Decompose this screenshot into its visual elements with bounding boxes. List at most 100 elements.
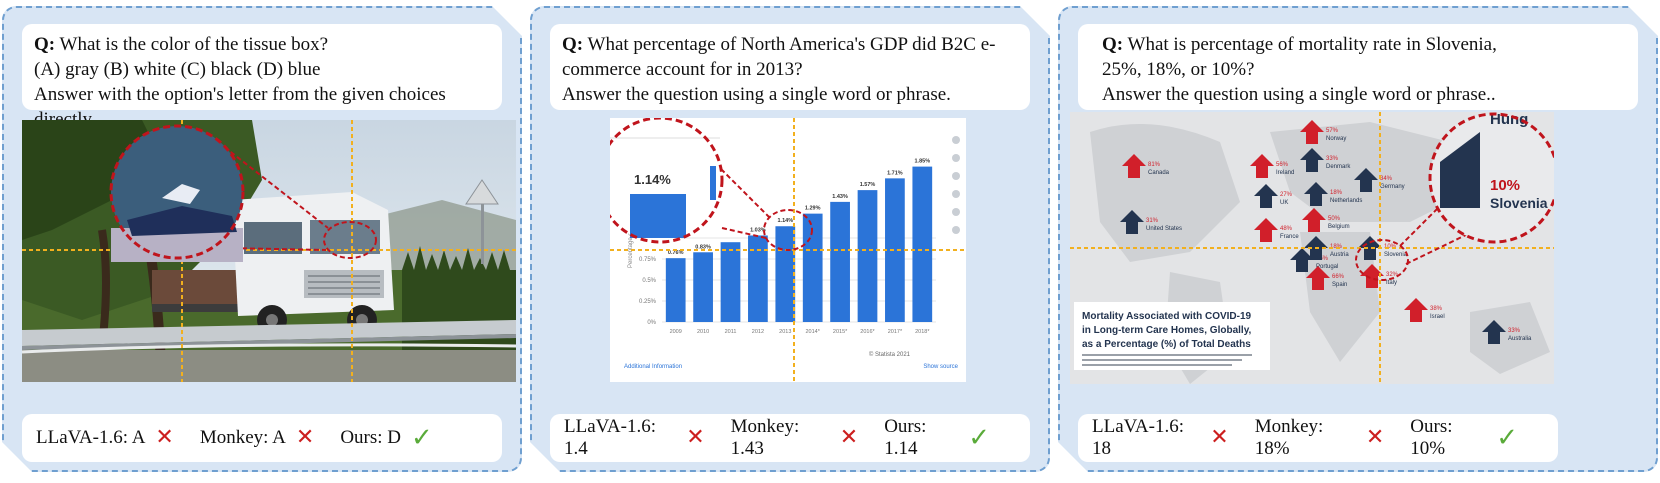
chart-xtick-label: 2015*: [833, 329, 848, 335]
chart-xtick-label: 2012: [752, 329, 764, 335]
answer-monkey: Monkey: 18% ✕: [1254, 416, 1385, 459]
chart-footer-show: Show source: [923, 364, 958, 370]
map-pct-label: 50%: [1328, 216, 1341, 222]
chart-footer-left: Additional Information: [624, 364, 682, 370]
chart-xtick-label: 2018*: [915, 329, 930, 335]
cross-icon: ✕: [839, 425, 859, 450]
map-country-label: France: [1280, 234, 1299, 240]
map-pct-label: 33%: [1326, 156, 1339, 162]
cross-icon: ✕: [686, 425, 705, 450]
map-pct-label: 57%: [1326, 128, 1339, 134]
map-title-line-2: in Long-term Care Homes, Globally,: [1082, 325, 1252, 336]
chart-value-label: 1.29%: [805, 206, 821, 212]
bar-chart: 0%0.25%0.5%0.75%1%0.76%20090.83%20102011…: [610, 118, 966, 382]
chart-bar: [748, 235, 768, 322]
answer-ours: Ours: D ✓: [340, 423, 433, 453]
answer-monkey: Monkey: A ✕: [199, 425, 315, 450]
chart-bar: [693, 252, 713, 322]
map-title-card: [1074, 302, 1270, 370]
question-line-1: What is percentage of mortality rate in …: [1127, 34, 1497, 55]
map-country-label: Israel: [1430, 314, 1445, 320]
answer-ours: Ours: 10% ✓: [1410, 416, 1518, 459]
map-arrow-marker: [1354, 168, 1378, 192]
map-pct-label: 18%: [1330, 190, 1343, 196]
map-country-label: Ireland: [1276, 170, 1294, 176]
map-pct-label: 81%: [1148, 162, 1161, 168]
question-box: Q: What percentage of North America's GD…: [550, 24, 1030, 110]
chart-xtick-label: 2016*: [860, 329, 875, 335]
map-arrow-marker: [1404, 298, 1428, 322]
map-country-label: UK: [1280, 200, 1288, 206]
chart-xtick-label: 2017*: [888, 329, 903, 335]
map-pct-label: 34%: [1380, 176, 1393, 182]
check-icon: ✓: [1496, 423, 1518, 453]
question-line-2: 25%, 18%, or 10%?: [1102, 59, 1255, 80]
chart-xtick-label: 2009: [670, 329, 682, 335]
map-pct-label: 27%: [1280, 192, 1293, 198]
question-line-1: What percentage of North America's GDP d…: [587, 34, 996, 55]
covid-map-infographic: 81% Canada 31% United States 56% Ireland 27% UK…: [1070, 112, 1554, 384]
map-arrow-marker: [1254, 184, 1278, 208]
map-arrow-marker: [1482, 320, 1506, 344]
map-pct-label: 66%: [1332, 274, 1345, 280]
chart-xtick-label: 2011: [725, 329, 737, 335]
chart-bar: [885, 178, 905, 322]
map-country-label: Norway: [1326, 136, 1346, 142]
map-country-label: Australia: [1508, 336, 1532, 342]
question-prefix: Q:: [1102, 34, 1124, 55]
map-arrow-marker: [1300, 148, 1324, 172]
map-pct-label: 32%: [1386, 272, 1399, 278]
cross-icon: ✕: [1365, 425, 1385, 450]
chart-value-label: 1.03%: [750, 227, 766, 233]
chart-xtick-label: 2010: [697, 329, 709, 335]
question-line-3: Answer the question using a single word …: [1102, 84, 1496, 105]
chart-bar: [775, 226, 795, 322]
chart-xtick-label: 2013: [779, 329, 791, 335]
chart-bar: [666, 258, 686, 322]
map-pct-label: 56%: [1276, 162, 1289, 168]
cross-icon: ✕: [295, 425, 315, 450]
chart-ytick-label: 0.25%: [639, 299, 657, 305]
map-pct-label: 25%: [1316, 256, 1329, 262]
chart-ytick-label: 0.75%: [639, 257, 657, 263]
chart-ylabel: Percentage of GDP: [628, 216, 634, 268]
map-arrow-marker: [1290, 248, 1314, 272]
map-arrow-marker: [1304, 182, 1328, 206]
answer-llava: LLaVA-1.6: 1.4 ✕: [564, 416, 705, 459]
question-prefix: Q:: [34, 34, 56, 55]
question-box: Q: What is the color of the tissue box? …: [22, 24, 502, 110]
map-pct-label: 31%: [1146, 218, 1159, 224]
map-pct-label: 38%: [1430, 306, 1443, 312]
map-arrow-marker: [1302, 208, 1326, 232]
map-pct-label: 10%: [1384, 244, 1397, 250]
answer-box: LLaVA-1.6: 1.4 ✕ Monkey: 1.43 ✕ Ours: 1.14…: [550, 414, 1030, 462]
chart-sidebar-icons: [952, 136, 960, 234]
truck-photo: [22, 120, 516, 382]
map-country-label: Germany: [1380, 184, 1405, 190]
answer-llava: LLaVA-1.6: 18 ✕: [1092, 416, 1229, 459]
example-panel-map: Q: What is percentage of mortality rate …: [1058, 6, 1658, 472]
cross-icon: ✕: [1210, 425, 1229, 450]
map-country-label: Netherlands: [1330, 198, 1362, 204]
map-country-label: Slovenia: [1384, 252, 1408, 258]
answer-ours: Ours: 1.14 ✓: [884, 416, 990, 459]
map-title-line-3: as a Percentage (%) of Total Deaths: [1082, 339, 1251, 350]
map-arrow-marker: [1358, 236, 1382, 260]
chart-value-label: 1.43%: [832, 194, 848, 200]
chart-ytick-label: 0.5%: [642, 278, 656, 284]
chart-value-label: 1.57%: [860, 182, 876, 188]
chart-bar: [721, 242, 741, 322]
chart-value-label: 1.14%: [777, 218, 793, 224]
answer-box: LLaVA-1.6: A ✕ Monkey: A ✕ Ours: D ✓: [22, 414, 502, 462]
answer-llava: LLaVA-1.6: A ✕: [36, 425, 174, 450]
question-prefix: Q:: [562, 34, 584, 55]
chart-value-label: 0.83%: [695, 244, 711, 250]
question-line-2: (A) gray (B) white (C) black (D) blue: [34, 59, 321, 80]
map-arrow-marker: [1120, 210, 1144, 234]
chart-value-label: 1.85%: [914, 159, 930, 165]
check-icon: ✓: [411, 423, 433, 453]
chart-bar: [858, 190, 878, 322]
map-arrow-marker: [1360, 264, 1384, 288]
map-title-line-1: Mortality Associated with COVID-19: [1082, 311, 1252, 322]
zoom-value-label: 1.14%: [634, 172, 671, 187]
